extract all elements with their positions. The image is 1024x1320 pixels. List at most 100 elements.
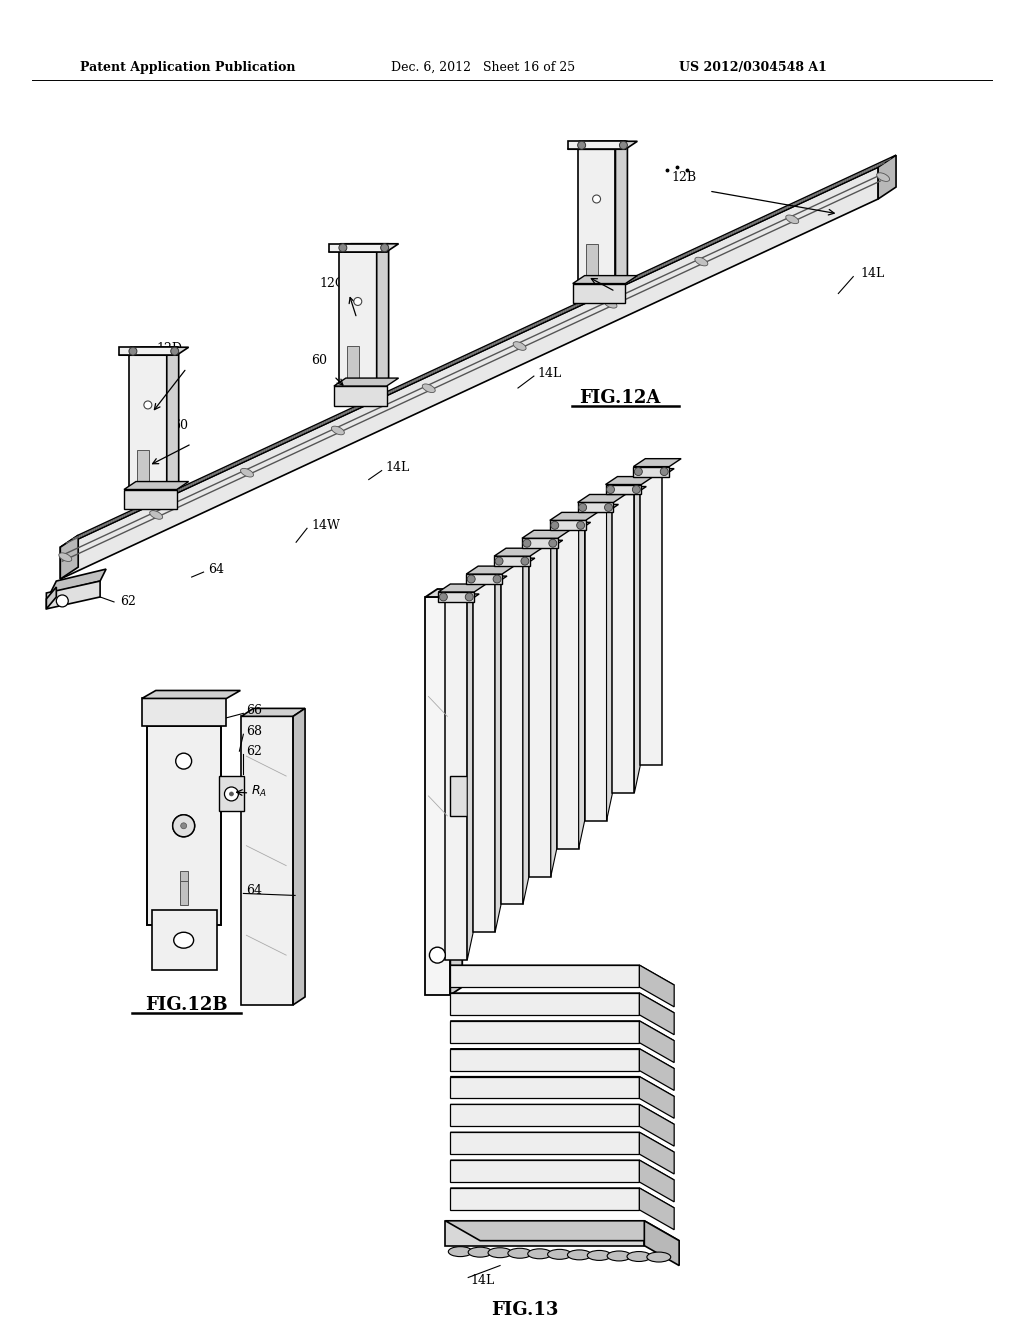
Ellipse shape [150, 511, 163, 519]
Ellipse shape [627, 1251, 651, 1262]
Polygon shape [451, 1188, 639, 1210]
Polygon shape [529, 548, 551, 876]
Ellipse shape [174, 932, 194, 948]
Polygon shape [605, 477, 653, 484]
Polygon shape [605, 484, 641, 495]
Text: FIG.13: FIG.13 [492, 1302, 559, 1319]
Text: FIG.12B: FIG.12B [145, 995, 228, 1014]
Polygon shape [523, 548, 529, 904]
Polygon shape [551, 531, 557, 876]
Text: 66: 66 [247, 704, 262, 717]
Text: Patent Application Publication: Patent Application Publication [80, 61, 296, 74]
Ellipse shape [173, 814, 195, 837]
Ellipse shape [144, 401, 152, 409]
Polygon shape [451, 1048, 674, 1069]
Polygon shape [129, 355, 167, 490]
Ellipse shape [224, 787, 239, 801]
Polygon shape [142, 690, 241, 698]
Ellipse shape [229, 792, 233, 796]
Polygon shape [124, 490, 177, 510]
Ellipse shape [171, 347, 179, 355]
Polygon shape [639, 1077, 674, 1118]
Text: 14L: 14L [470, 1274, 495, 1287]
Polygon shape [529, 540, 563, 548]
Ellipse shape [173, 814, 195, 837]
Polygon shape [550, 512, 598, 520]
Polygon shape [451, 1020, 639, 1043]
Polygon shape [639, 1160, 674, 1203]
Ellipse shape [241, 469, 254, 477]
Ellipse shape [604, 503, 612, 511]
Ellipse shape [513, 342, 526, 350]
Text: 60: 60 [311, 354, 327, 367]
Ellipse shape [439, 593, 447, 601]
Ellipse shape [332, 426, 344, 434]
Polygon shape [451, 1077, 639, 1098]
Polygon shape [473, 576, 507, 583]
Polygon shape [451, 1105, 639, 1126]
Polygon shape [612, 487, 646, 495]
Text: 14L: 14L [538, 367, 562, 380]
Ellipse shape [58, 553, 72, 561]
Text: US 2012/0304548 A1: US 2012/0304548 A1 [679, 61, 827, 74]
Ellipse shape [523, 540, 530, 548]
Polygon shape [879, 156, 896, 199]
Polygon shape [557, 531, 579, 849]
Polygon shape [242, 709, 305, 717]
Polygon shape [451, 965, 639, 987]
Ellipse shape [495, 557, 503, 565]
Polygon shape [639, 965, 674, 1007]
Ellipse shape [548, 1249, 571, 1259]
Polygon shape [466, 566, 514, 574]
Ellipse shape [635, 467, 642, 475]
Polygon shape [445, 594, 479, 602]
Polygon shape [639, 1188, 674, 1230]
Ellipse shape [578, 141, 586, 149]
Text: 62: 62 [247, 744, 262, 758]
Polygon shape [578, 141, 628, 149]
Polygon shape [451, 1077, 674, 1097]
Ellipse shape [429, 948, 445, 964]
Polygon shape [572, 276, 637, 284]
Ellipse shape [180, 822, 186, 829]
Polygon shape [451, 1020, 674, 1040]
Ellipse shape [877, 173, 890, 181]
Polygon shape [550, 520, 586, 531]
Polygon shape [451, 965, 674, 985]
Polygon shape [329, 244, 398, 252]
Polygon shape [495, 566, 501, 932]
Polygon shape [501, 566, 523, 904]
Polygon shape [124, 482, 188, 490]
Polygon shape [640, 477, 663, 766]
Text: 14L: 14L [386, 461, 410, 474]
Text: 60: 60 [596, 268, 611, 281]
Text: 14W: 14W [311, 519, 340, 532]
Polygon shape [451, 776, 485, 816]
Ellipse shape [488, 1247, 512, 1258]
Polygon shape [567, 141, 626, 149]
Polygon shape [347, 346, 358, 401]
Ellipse shape [620, 141, 628, 149]
Text: 64: 64 [209, 562, 224, 576]
Polygon shape [606, 495, 612, 821]
Polygon shape [557, 523, 591, 531]
Ellipse shape [354, 297, 361, 305]
Ellipse shape [785, 215, 799, 223]
Ellipse shape [695, 257, 708, 265]
Polygon shape [451, 993, 674, 1012]
Ellipse shape [606, 486, 614, 494]
Polygon shape [578, 503, 613, 512]
Ellipse shape [660, 467, 669, 475]
Ellipse shape [381, 244, 389, 252]
Polygon shape [501, 558, 535, 566]
Polygon shape [60, 168, 879, 579]
Polygon shape [639, 1048, 674, 1090]
Polygon shape [644, 1221, 679, 1266]
Polygon shape [451, 1048, 639, 1071]
Polygon shape [635, 477, 640, 793]
Polygon shape [585, 512, 606, 821]
Polygon shape [451, 1133, 639, 1154]
Ellipse shape [549, 540, 557, 548]
Polygon shape [451, 1105, 674, 1125]
Polygon shape [522, 531, 569, 539]
